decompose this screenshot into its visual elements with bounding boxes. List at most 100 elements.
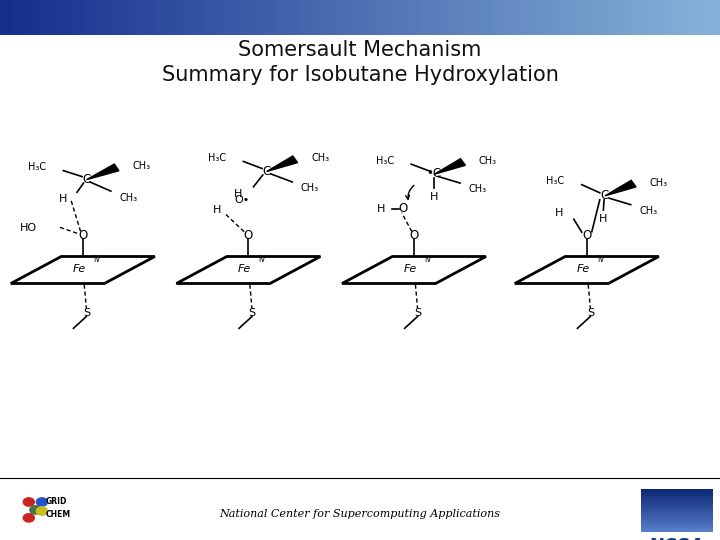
- Bar: [47, 0, 51, 35]
- Text: O: O: [78, 230, 87, 242]
- Bar: [637, 0, 642, 35]
- Bar: [173, 0, 177, 35]
- Text: •C: •C: [426, 167, 442, 180]
- Text: H: H: [554, 208, 563, 218]
- Bar: [68, 0, 73, 35]
- Bar: [652, 0, 656, 35]
- Bar: [223, 0, 228, 35]
- Bar: [446, 0, 451, 35]
- Bar: [25, 0, 30, 35]
- Bar: [220, 0, 224, 35]
- Bar: [547, 0, 552, 35]
- Bar: [245, 0, 249, 35]
- Bar: [540, 0, 544, 35]
- Bar: [396, 0, 400, 35]
- Bar: [655, 0, 660, 35]
- Circle shape: [30, 506, 41, 514]
- Text: H₃C: H₃C: [376, 156, 394, 166]
- Bar: [641, 529, 713, 530]
- Bar: [436, 0, 440, 35]
- Bar: [50, 0, 55, 35]
- Bar: [641, 493, 713, 494]
- Bar: [115, 0, 120, 35]
- Text: CH₃: CH₃: [479, 156, 497, 166]
- Bar: [630, 0, 634, 35]
- Bar: [641, 497, 713, 498]
- Bar: [310, 0, 314, 35]
- Text: H₃C: H₃C: [208, 153, 226, 163]
- Circle shape: [23, 498, 35, 506]
- Bar: [439, 0, 444, 35]
- Bar: [119, 0, 123, 35]
- Bar: [641, 506, 713, 507]
- Bar: [659, 0, 663, 35]
- Text: Fe: Fe: [404, 264, 417, 274]
- Bar: [43, 0, 48, 35]
- Bar: [641, 504, 713, 505]
- Bar: [443, 0, 447, 35]
- Bar: [641, 513, 713, 514]
- Bar: [364, 0, 368, 35]
- Bar: [22, 0, 26, 35]
- Bar: [641, 510, 713, 511]
- Polygon shape: [515, 256, 659, 284]
- Bar: [457, 0, 462, 35]
- Text: S: S: [83, 308, 90, 318]
- Bar: [112, 0, 116, 35]
- Text: CH₃: CH₃: [120, 193, 138, 202]
- Bar: [151, 0, 156, 35]
- Bar: [288, 0, 292, 35]
- Bar: [320, 0, 325, 35]
- Bar: [706, 0, 710, 35]
- Bar: [688, 0, 692, 35]
- Bar: [14, 0, 19, 35]
- Bar: [360, 0, 364, 35]
- Bar: [367, 0, 372, 35]
- Bar: [342, 0, 346, 35]
- Bar: [191, 0, 195, 35]
- Bar: [641, 500, 713, 501]
- Bar: [641, 496, 713, 497]
- Bar: [234, 0, 238, 35]
- Bar: [695, 0, 699, 35]
- Polygon shape: [176, 256, 320, 284]
- Bar: [76, 0, 80, 35]
- Bar: [562, 0, 566, 35]
- Bar: [641, 525, 713, 526]
- Bar: [641, 494, 713, 495]
- Bar: [634, 0, 638, 35]
- Bar: [227, 0, 231, 35]
- Text: CH₃: CH₃: [301, 183, 319, 193]
- Text: IV: IV: [597, 254, 604, 264]
- Bar: [554, 0, 559, 35]
- Bar: [576, 0, 580, 35]
- Bar: [410, 0, 415, 35]
- Text: S: S: [248, 308, 256, 318]
- Bar: [79, 0, 84, 35]
- Bar: [140, 0, 145, 35]
- Bar: [94, 0, 98, 35]
- Bar: [18, 0, 22, 35]
- Bar: [335, 0, 339, 35]
- Bar: [187, 0, 192, 35]
- Bar: [716, 0, 720, 35]
- Bar: [684, 0, 688, 35]
- Polygon shape: [434, 159, 465, 174]
- Text: Fe: Fe: [577, 264, 590, 274]
- Bar: [259, 0, 264, 35]
- Bar: [407, 0, 411, 35]
- Bar: [238, 0, 242, 35]
- Bar: [4, 0, 8, 35]
- Bar: [11, 0, 15, 35]
- Bar: [680, 0, 685, 35]
- Bar: [101, 0, 105, 35]
- Bar: [180, 0, 184, 35]
- Bar: [569, 0, 573, 35]
- Text: C: C: [600, 189, 609, 202]
- Bar: [432, 0, 436, 35]
- Bar: [212, 0, 217, 35]
- Bar: [216, 0, 220, 35]
- Bar: [536, 0, 541, 35]
- Text: CH₃: CH₃: [311, 153, 329, 163]
- Text: H: H: [599, 214, 608, 224]
